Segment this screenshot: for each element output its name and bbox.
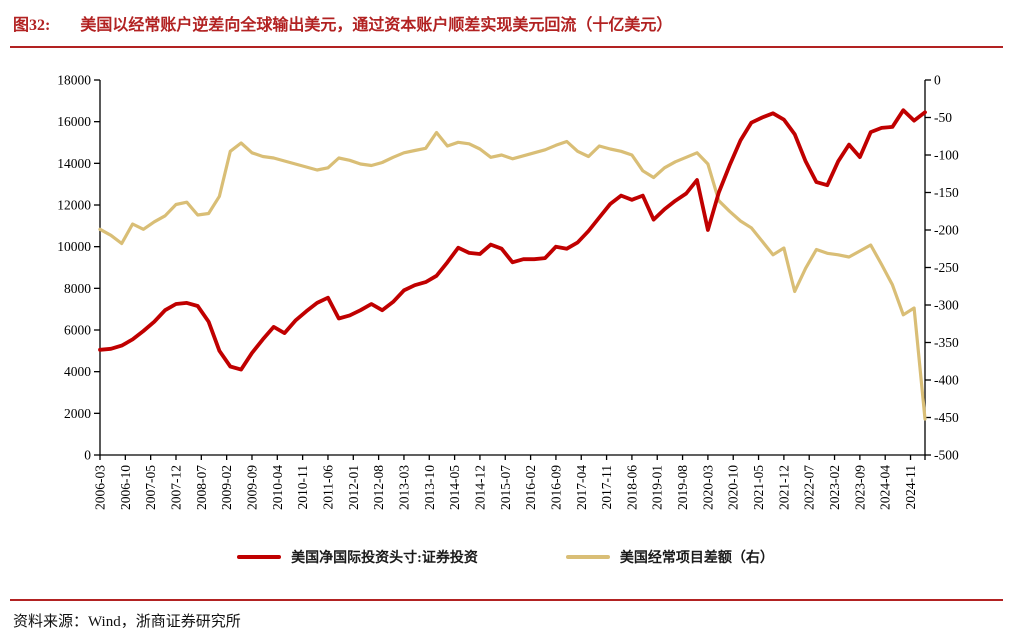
legend-label-nip: 美国净国际投资头寸:证券投资 — [291, 551, 478, 566]
svg-text:12000: 12000 — [57, 198, 91, 213]
footer-rule — [10, 599, 1003, 601]
svg-text:18000: 18000 — [57, 73, 91, 88]
svg-text:6000: 6000 — [64, 323, 91, 338]
svg-text:-350: -350 — [934, 335, 959, 350]
svg-text:-250: -250 — [934, 260, 959, 275]
figure-title: 美国以经常账户逆差向全球输出美元，通过资本账户顺差实现美元回流（十亿美元） — [80, 17, 673, 34]
svg-text:-300: -300 — [934, 298, 959, 313]
svg-text:2009-09: 2009-09 — [244, 465, 259, 510]
svg-text:2016-09: 2016-09 — [548, 465, 563, 510]
svg-text:2000: 2000 — [64, 406, 91, 421]
series-line-0 — [98, 108, 927, 372]
legend-item-current-account: 美国经常项目差额（右） — [565, 547, 774, 567]
svg-text:2016-02: 2016-02 — [523, 465, 538, 510]
legend-item-nip: 美国净国际投资头寸:证券投资 — [237, 547, 478, 567]
series-line-1 — [98, 130, 927, 421]
svg-text:2017-11: 2017-11 — [599, 465, 614, 510]
svg-text:2022-07: 2022-07 — [802, 465, 817, 510]
svg-text:2023-09: 2023-09 — [852, 465, 867, 510]
figure-title-row: 图32: 美国以经常账户逆差向全球输出美元，通过资本账户顺差实现美元回流（十亿美元… — [13, 11, 1003, 35]
chart-area: 0 2000 4000 6000 8000 10000 12000 14000 16000 180… — [0, 55, 1011, 545]
legend-swatch-tan — [565, 555, 610, 559]
svg-text:2020-10: 2020-10 — [726, 465, 741, 510]
svg-text:0: 0 — [84, 448, 91, 463]
svg-text:-400: -400 — [934, 373, 959, 388]
title-rule — [10, 46, 1003, 48]
svg-text:2018-06: 2018-06 — [624, 465, 639, 510]
x-axis-ticks: 2006-03 2006-10 2007-05 2007-12 2008-07 2009-… — [93, 455, 926, 510]
svg-text:-200: -200 — [934, 223, 959, 238]
legend-label-current-account: 美国经常项目差额（右） — [619, 551, 774, 566]
svg-text:2019-08: 2019-08 — [675, 465, 690, 510]
svg-text:2015-07: 2015-07 — [498, 465, 513, 510]
legend-swatch-red — [237, 555, 282, 559]
svg-text:2008-07: 2008-07 — [194, 465, 209, 510]
svg-text:2023-02: 2023-02 — [827, 465, 842, 510]
svg-text:2006-10: 2006-10 — [118, 465, 133, 510]
svg-text:2014-12: 2014-12 — [472, 465, 487, 510]
svg-text:-50: -50 — [934, 110, 952, 125]
svg-text:2024-04: 2024-04 — [878, 465, 893, 510]
svg-text:2020-03: 2020-03 — [700, 465, 715, 510]
svg-text:14000: 14000 — [57, 156, 91, 171]
svg-text:2019-01: 2019-01 — [650, 465, 665, 510]
svg-text:10000: 10000 — [57, 239, 91, 254]
axes — [99, 80, 926, 456]
svg-text:0: 0 — [934, 73, 941, 88]
svg-text:-450: -450 — [934, 410, 959, 425]
figure-number: 图32: — [13, 17, 51, 34]
svg-text:2024-11: 2024-11 — [903, 465, 918, 510]
svg-text:-500: -500 — [934, 448, 959, 463]
chart-svg: 0 2000 4000 6000 8000 10000 12000 14000 16000 180… — [57, 73, 959, 511]
svg-text:-100: -100 — [934, 148, 959, 163]
svg-text:2013-03: 2013-03 — [396, 465, 411, 510]
svg-text:2006-03: 2006-03 — [93, 465, 108, 510]
svg-text:2014-05: 2014-05 — [447, 465, 462, 510]
legend: 美国净国际投资头寸:证券投资 美国经常项目差额（右） — [0, 547, 1011, 567]
svg-text:2011-06: 2011-06 — [320, 465, 335, 510]
right-axis-ticks: 0 -50 -100 -150 -200 -250 -300 -350 -400 -450 -500 — [925, 73, 959, 463]
svg-text:2009-02: 2009-02 — [219, 465, 234, 510]
svg-text:2021-12: 2021-12 — [776, 465, 791, 510]
svg-text:2021-05: 2021-05 — [751, 465, 766, 510]
svg-text:2012-08: 2012-08 — [371, 465, 386, 510]
svg-text:16000: 16000 — [57, 114, 91, 129]
svg-text:2007-05: 2007-05 — [143, 465, 158, 510]
svg-text:8000: 8000 — [64, 281, 91, 296]
svg-text:4000: 4000 — [64, 364, 91, 379]
svg-text:2012-01: 2012-01 — [346, 465, 361, 510]
svg-text:2013-10: 2013-10 — [422, 465, 437, 510]
svg-text:2017-04: 2017-04 — [574, 465, 589, 510]
svg-text:2007-12: 2007-12 — [168, 465, 183, 510]
svg-text:-150: -150 — [934, 185, 959, 200]
svg-text:2010-04: 2010-04 — [270, 465, 285, 510]
left-axis-ticks: 0 2000 4000 6000 8000 10000 12000 14000 16000 180… — [57, 73, 100, 463]
source-text: 资料来源：Wind，浙商证券研究所 — [13, 614, 241, 630]
svg-text:2010-11: 2010-11 — [295, 465, 310, 510]
